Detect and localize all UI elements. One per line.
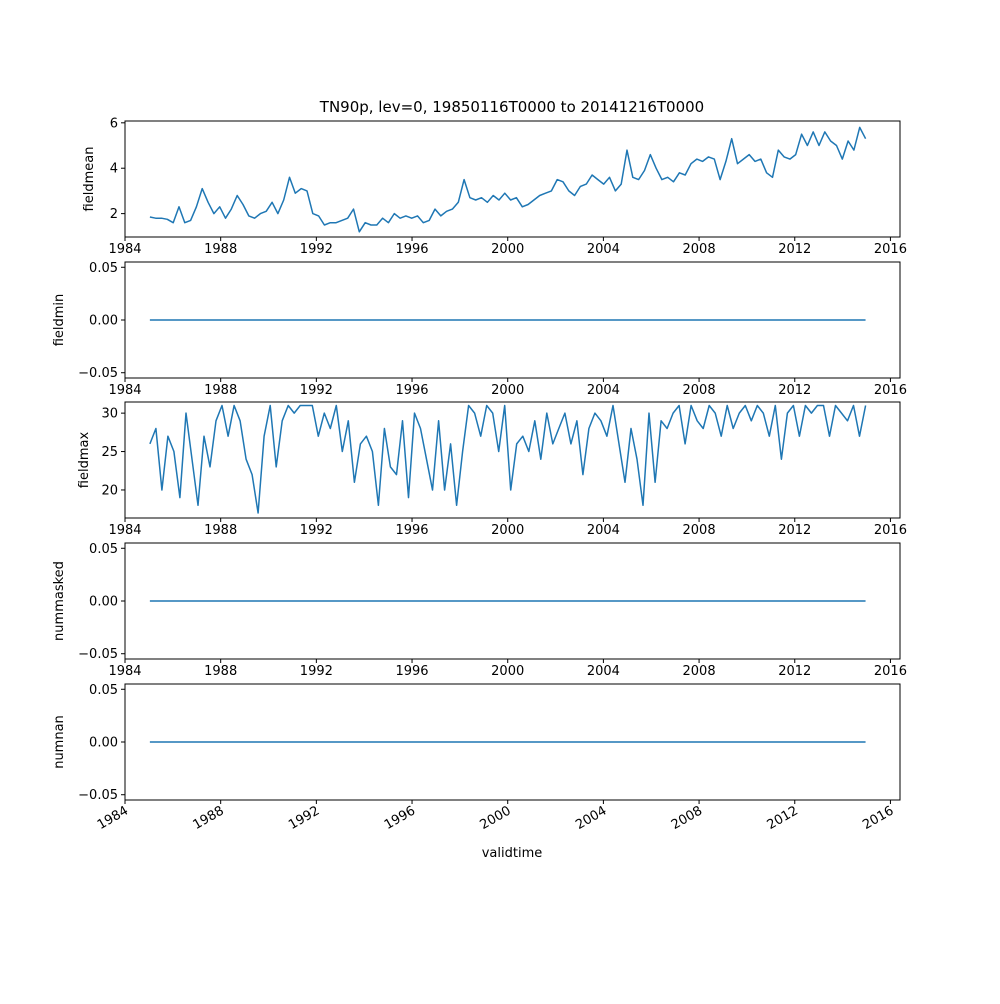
- x-tick-label: 1996: [395, 664, 428, 679]
- x-tick-label: 2012: [778, 664, 811, 679]
- subplot-fieldmax: 20 25 30 fieldmax 1984 1988 1992 1996 2000 2004 20…: [77, 401, 907, 538]
- x-tick-label: 2008: [683, 664, 716, 679]
- x-tick-label: 1984: [108, 242, 141, 257]
- y-tick-label: −0.05: [78, 366, 118, 381]
- x-tick-label: 1984: [95, 803, 131, 833]
- x-tick-label: 2008: [669, 803, 705, 833]
- axes-background: [125, 121, 900, 237]
- axes-frame: [124, 401, 901, 519]
- x-tick-label: 1988: [204, 383, 237, 398]
- y-tick-label: −0.05: [78, 647, 118, 662]
- axes-background: [125, 402, 900, 518]
- y-tick-label: 30: [101, 407, 118, 422]
- x-tick-label: 2012: [778, 383, 811, 398]
- y-tick-label: 0.00: [89, 595, 118, 610]
- x-tick-label: 1988: [204, 664, 237, 679]
- x-tick-label: 2016: [874, 523, 907, 538]
- x-tick-label: 2004: [587, 242, 620, 257]
- x-tick-label: 2008: [683, 523, 716, 538]
- y-tick-label: 2: [110, 207, 118, 222]
- y-tick-label: 6: [110, 116, 118, 131]
- y-axis-label: fieldmax: [77, 432, 92, 489]
- y-tick-label: 0.05: [89, 683, 118, 698]
- series-line-fieldmax: [149, 404, 867, 514]
- x-tick-label: 1992: [286, 803, 322, 833]
- x-tick-label: 1992: [300, 383, 333, 398]
- x-tick-label: 1988: [191, 803, 227, 833]
- x-tick-label: 1996: [395, 242, 428, 257]
- chart-title: TN90p, lev=0, 19850116T0000 to 20141216T…: [319, 98, 704, 116]
- x-tick-label: 2000: [491, 523, 524, 538]
- subplot-numnan: −0.05 0.00 0.05 numnan 1984 1988 1992 1996 2000 2…: [52, 683, 901, 833]
- x-tick-label: 2000: [491, 383, 524, 398]
- x-tick-label: 2004: [587, 383, 620, 398]
- x-tick-label: 2016: [860, 803, 896, 833]
- x-tick-label: 2000: [478, 803, 514, 833]
- x-tick-label: 1984: [108, 383, 141, 398]
- x-tick-label: 1984: [108, 664, 141, 679]
- y-tick-label: 0.00: [89, 314, 118, 329]
- subplot-fieldmin: −0.05 0.00 0.05 fieldmin 1984 1988 1992 1996 200…: [52, 261, 907, 398]
- y-tick-label: −0.05: [78, 788, 118, 803]
- y-axis-label: fieldmean: [82, 147, 97, 212]
- y-tick-label: 20: [101, 483, 118, 498]
- x-tick-label: 2004: [587, 523, 620, 538]
- x-tick-label: 1996: [382, 803, 418, 833]
- x-tick-label: 2000: [491, 242, 524, 257]
- x-axis-label: validtime: [482, 846, 543, 861]
- x-tick-label: 1996: [395, 523, 428, 538]
- y-axis-label: numnan: [52, 715, 67, 769]
- x-tick-label: 2004: [573, 803, 609, 833]
- subplot-nummasked: −0.05 0.00 0.05 nummasked 1984 1988 1992 1996 20…: [52, 542, 907, 679]
- x-tick-label: 2016: [874, 664, 907, 679]
- x-tick-label: 2012: [765, 803, 801, 833]
- x-tick-label: 2012: [778, 523, 811, 538]
- y-tick-label: 0.00: [89, 736, 118, 751]
- x-tick-label: 1992: [300, 664, 333, 679]
- y-axis-label: fieldmin: [52, 294, 67, 347]
- y-tick-label: 4: [110, 162, 118, 177]
- axes-frame: [124, 120, 901, 238]
- y-tick-label: 25: [101, 445, 118, 460]
- series-line-fieldmean: [149, 126, 867, 233]
- y-axis-label: nummasked: [52, 561, 67, 641]
- y-tick-label: 0.05: [89, 261, 118, 276]
- y-tick-label: 0.05: [89, 542, 118, 557]
- x-tick-label: 1996: [395, 383, 428, 398]
- x-tick-label: 2008: [683, 242, 716, 257]
- x-tick-label: 2012: [778, 242, 811, 257]
- x-tick-label: 2008: [683, 383, 716, 398]
- x-tick-label: 2004: [587, 664, 620, 679]
- x-tick-label: 2016: [874, 242, 907, 257]
- x-tick-label: 1992: [300, 523, 333, 538]
- x-tick-label: 1992: [300, 242, 333, 257]
- x-tick-label: 1988: [204, 242, 237, 257]
- subplot-fieldmean: 2 4 6 fieldmean 1984 1988 1992 1996 2000 2004 2008…: [82, 116, 907, 257]
- x-tick-label: 1988: [204, 523, 237, 538]
- x-tick-label: 1984: [108, 523, 141, 538]
- x-tick-label: 2000: [491, 664, 524, 679]
- x-tick-label: 2016: [874, 383, 907, 398]
